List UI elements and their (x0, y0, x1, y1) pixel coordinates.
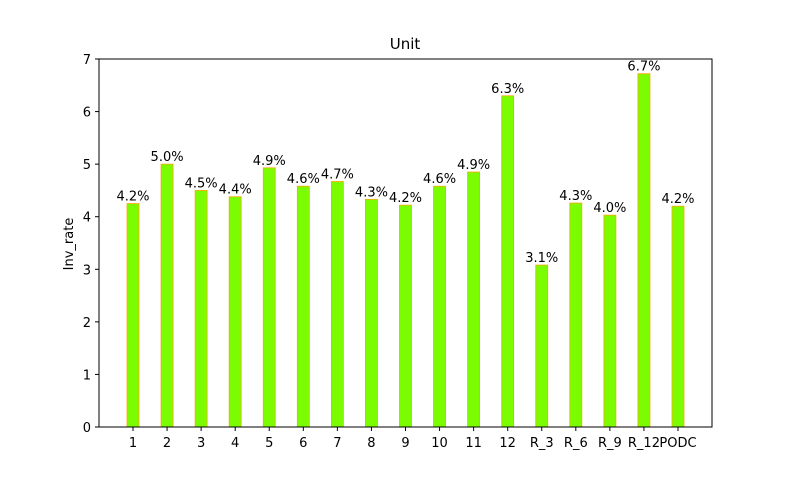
y-tick-label-3: 3 (83, 263, 91, 278)
chart-title: Unit (390, 35, 421, 53)
data-labels-layer: 4.2%5.0%4.5% 4.4%4.9%4.6% 4.7%4.3% 4.2%4.6%… (116, 60, 694, 266)
bar-11 (467, 171, 481, 428)
y-tick-label-6: 6 (83, 106, 91, 121)
plot-frame (98, 58, 713, 428)
bar-R_3 (535, 264, 549, 428)
x-tick-label-7: 7 (333, 436, 341, 451)
data-label-R_12: 6.7% (627, 60, 660, 75)
bar-1 (126, 203, 140, 428)
bar-9 (399, 204, 412, 428)
y-tick-label-0: 0 (83, 421, 91, 436)
data-label-5: 4.9% (253, 154, 286, 169)
x-tick-label-3: 3 (197, 436, 205, 451)
bars-layer (126, 73, 685, 428)
bar-10 (433, 185, 446, 428)
y-tick-label-5: 5 (83, 158, 91, 173)
data-label-2: 5.0% (151, 150, 184, 165)
bar-3 (194, 190, 208, 428)
x-tick-label-9: 9 (401, 436, 409, 451)
x-tick-label-4: 4 (231, 436, 239, 451)
y-axis-ticks: 0 1 2 3 4 5 6 7 (83, 53, 99, 436)
bar-PODC (671, 205, 685, 428)
data-label-9: 4.2% (389, 191, 422, 206)
data-label-R_6: 4.3% (559, 189, 592, 204)
x-tick-label-R_9: R_9 (598, 436, 622, 451)
data-label-R_3: 3.1% (525, 251, 558, 266)
data-label-3: 4.5% (185, 176, 218, 191)
x-tick-label-R_6: R_6 (564, 436, 588, 451)
x-tick-label-1: 1 (129, 436, 137, 451)
x-tick-label-5: 5 (265, 436, 273, 451)
data-label-8: 4.3% (355, 185, 388, 200)
bar-R_12 (637, 73, 651, 428)
bar-R_9 (603, 214, 617, 428)
x-tick-label-2: 2 (163, 436, 171, 451)
y-tick-label-2: 2 (83, 316, 91, 331)
bar-5 (262, 167, 276, 428)
y-tick-label-7: 7 (83, 53, 91, 68)
y-tick-label-1: 1 (83, 368, 91, 383)
y-tick-label-4: 4 (83, 211, 91, 226)
bar-4 (228, 196, 242, 428)
data-label-7: 4.7% (321, 167, 354, 182)
x-tick-label-10: 10 (431, 436, 448, 451)
bar-12 (501, 95, 515, 428)
data-label-1: 4.2% (116, 190, 149, 205)
x-tick-label-8: 8 (367, 436, 375, 451)
x-tick-label-6: 6 (299, 436, 307, 451)
data-label-12: 6.3% (491, 82, 524, 97)
y-axis-label: Inv_rate (62, 218, 77, 271)
x-tick-label-R_3: R_3 (530, 436, 554, 451)
x-tick-label-R_12: R_12 (628, 436, 660, 451)
x-axis-ticks: 1 2 3 4 5 6 7 8 9 10 11 12 R_3 R_6 R_9 R_12 PODC (129, 427, 697, 451)
bar-8 (365, 198, 378, 428)
data-label-11: 4.9% (457, 158, 490, 173)
data-label-6: 4.6% (287, 172, 320, 187)
x-tick-label-PODC: PODC (659, 436, 696, 451)
x-tick-label-12: 12 (499, 436, 516, 451)
bar-6 (296, 185, 310, 428)
bar-7 (330, 181, 344, 428)
x-tick-label-11: 11 (465, 436, 482, 451)
bar-2 (160, 163, 174, 428)
bar-R_6 (569, 202, 583, 428)
data-label-4: 4.4% (219, 183, 252, 198)
data-label-10: 4.6% (423, 172, 456, 187)
data-label-PODC: 4.2% (661, 192, 694, 207)
data-label-R_9: 4.0% (593, 201, 626, 216)
